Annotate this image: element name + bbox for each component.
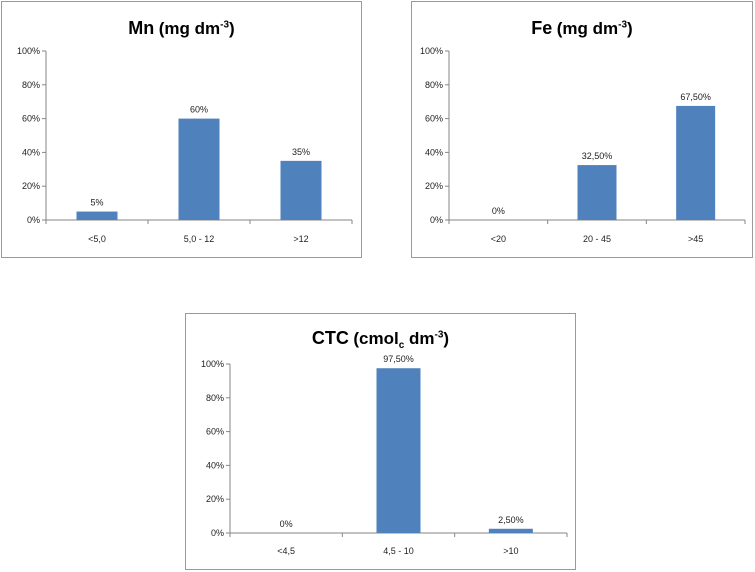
chart-title-main: Mn <box>128 18 155 38</box>
data-label: 5% <box>90 198 103 208</box>
x-tick-label: 4,5 - 10 <box>383 546 414 556</box>
chart-title-unit-tail: dm <box>404 329 435 348</box>
bar <box>76 211 118 220</box>
y-tick-label: 80% <box>22 80 40 90</box>
y-tick-label: 100% <box>17 46 40 56</box>
x-tick-label: >45 <box>688 234 703 244</box>
mn-bar-chart: 0% 20% 40% 60% 80% 100% 5% <5,0 60% 5,0 - 12 35% >1… <box>17 46 353 244</box>
y-tick-label: 20% <box>206 494 224 504</box>
chart-title-unit-tail: ) <box>229 19 235 38</box>
data-label: 0% <box>280 519 293 529</box>
chart-title-unit: (mg dm <box>556 19 619 38</box>
x-tick-label: <5,0 <box>88 234 106 244</box>
bar <box>577 165 617 220</box>
chart-title: CTC (cmolc dm-3) <box>186 328 575 351</box>
bar <box>178 118 220 220</box>
y-tick-label: 80% <box>425 80 443 90</box>
chart-title-tail-end: ) <box>443 329 450 348</box>
chart-title-unit-sup: -3 <box>618 19 628 31</box>
y-tick-label: 100% <box>201 359 224 369</box>
chart-title: Fe (mg dm-3) <box>412 18 752 39</box>
chart-title-unit: (mg dm <box>158 19 221 38</box>
mn-chart-panel: Mn (mg dm-3) 0% 20% 40% 60% 80% 100% 5% <5,0 60%… <box>1 1 362 258</box>
y-tick-label: 0% <box>211 528 224 538</box>
fe-bar-chart: 0% 20% 40% 60% 80% 100% 0% <20 32,50% 20 - 45 67,5… <box>420 46 746 244</box>
y-tick-label: 40% <box>206 460 224 470</box>
bar <box>488 528 533 533</box>
chart-title-main: CTC <box>311 328 349 348</box>
x-tick-label: 5,0 - 12 <box>184 234 215 244</box>
ctc-chart-panel: CTC (cmolc dm-3) 0% 20% 40% 60% 80% 100% 0% <4,… <box>185 313 576 570</box>
data-label: 2,50% <box>498 515 524 525</box>
chart-title-unit-sub: c <box>398 340 405 352</box>
y-tick-label: 20% <box>425 181 443 191</box>
data-label: 97,50% <box>383 354 414 364</box>
ctc-bar-chart: 0% 20% 40% 60% 80% 100% 0% <4,5 97,50% 4,5 - 10 2,… <box>201 354 568 556</box>
bar <box>376 368 421 533</box>
y-tick-label: 0% <box>430 215 443 225</box>
chart-title-unit-sup: -3 <box>220 19 230 31</box>
chart-title: Mn (mg dm-3) <box>2 18 361 39</box>
y-tick-label: 20% <box>22 181 40 191</box>
bar <box>280 160 322 220</box>
x-tick-label: <4,5 <box>277 546 295 556</box>
chart-title-tail-sup: -3 <box>434 329 444 341</box>
data-label: 35% <box>292 147 310 157</box>
data-label: 67,50% <box>680 92 711 102</box>
y-tick-label: 80% <box>206 393 224 403</box>
y-tick-label: 60% <box>425 114 443 124</box>
y-tick-label: 0% <box>27 215 40 225</box>
y-tick-label: 40% <box>22 147 40 157</box>
data-label: 60% <box>190 105 208 115</box>
chart-title-unit: (cmol <box>353 329 399 348</box>
chart-title-main: Fe <box>531 18 553 38</box>
x-tick-label: <20 <box>491 234 506 244</box>
x-tick-label: >10 <box>503 546 518 556</box>
bar <box>676 105 716 220</box>
x-tick-label: 20 - 45 <box>583 234 611 244</box>
data-label: 32,50% <box>582 151 613 161</box>
y-tick-label: 40% <box>425 147 443 157</box>
chart-title-unit-tail: ) <box>627 19 633 38</box>
y-tick-label: 60% <box>22 114 40 124</box>
y-tick-label: 60% <box>206 427 224 437</box>
fe-chart-panel: Fe (mg dm-3) 0% 20% 40% 60% 80% 100% 0% <20 32,5… <box>411 1 753 258</box>
data-label: 0% <box>492 206 505 216</box>
x-tick-label: >12 <box>293 234 308 244</box>
y-tick-label: 100% <box>420 46 443 56</box>
